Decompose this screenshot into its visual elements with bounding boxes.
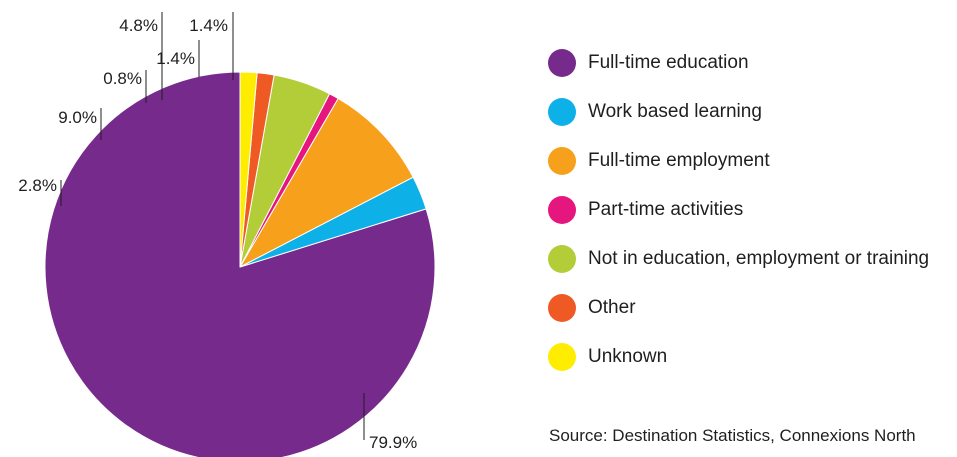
legend-label: Not in education, employment or training bbox=[588, 247, 930, 269]
slice-full-time-education bbox=[44, 71, 436, 457]
legend-swatch bbox=[548, 244, 576, 273]
legend-label: Full-time education bbox=[588, 51, 749, 73]
legend-swatch bbox=[548, 97, 576, 126]
value-label: 1.4% bbox=[156, 49, 195, 68]
value-label: 2.8% bbox=[18, 176, 57, 195]
legend: Full-time education Work based learning Fu… bbox=[548, 38, 929, 381]
legend-swatch bbox=[548, 146, 576, 175]
legend-item: Other bbox=[548, 283, 929, 332]
pie-slices bbox=[44, 71, 436, 457]
leader-lines bbox=[60, 12, 365, 440]
slice-full-time-employment bbox=[239, 97, 414, 268]
legend-item: Full-time employment bbox=[548, 136, 929, 185]
legend-swatch bbox=[548, 195, 576, 224]
value-label: 0.8% bbox=[103, 69, 142, 88]
legend-item: Unknown bbox=[548, 332, 929, 381]
legend-swatch bbox=[548, 293, 576, 322]
value-labels: 79.9% 2.8% 9.0% 0.8% 4.8% 1.4% 1.4% bbox=[18, 16, 417, 452]
legend-label: Other bbox=[588, 296, 636, 318]
value-label: 79.9% bbox=[369, 433, 417, 452]
legend-label: Work based learning bbox=[588, 100, 762, 122]
legend-item: Full-time education bbox=[548, 38, 929, 87]
legend-item: Not in education, employment or training bbox=[548, 234, 929, 283]
legend-item: Work based learning bbox=[548, 87, 929, 136]
value-label: 9.0% bbox=[58, 108, 97, 127]
legend-swatch bbox=[548, 48, 576, 77]
legend-swatch bbox=[548, 342, 576, 371]
source-note: Source: Destination Statistics, Connexio… bbox=[549, 426, 916, 445]
legend-label: Part-time activities bbox=[588, 198, 744, 220]
legend-label: Unknown bbox=[588, 345, 668, 367]
value-label: 1.4% bbox=[189, 16, 228, 35]
slice-unknown bbox=[239, 71, 258, 268]
value-label: 4.8% bbox=[119, 16, 158, 35]
legend-item: Part-time activities bbox=[548, 185, 929, 234]
legend-label: Full-time employment bbox=[588, 149, 770, 171]
